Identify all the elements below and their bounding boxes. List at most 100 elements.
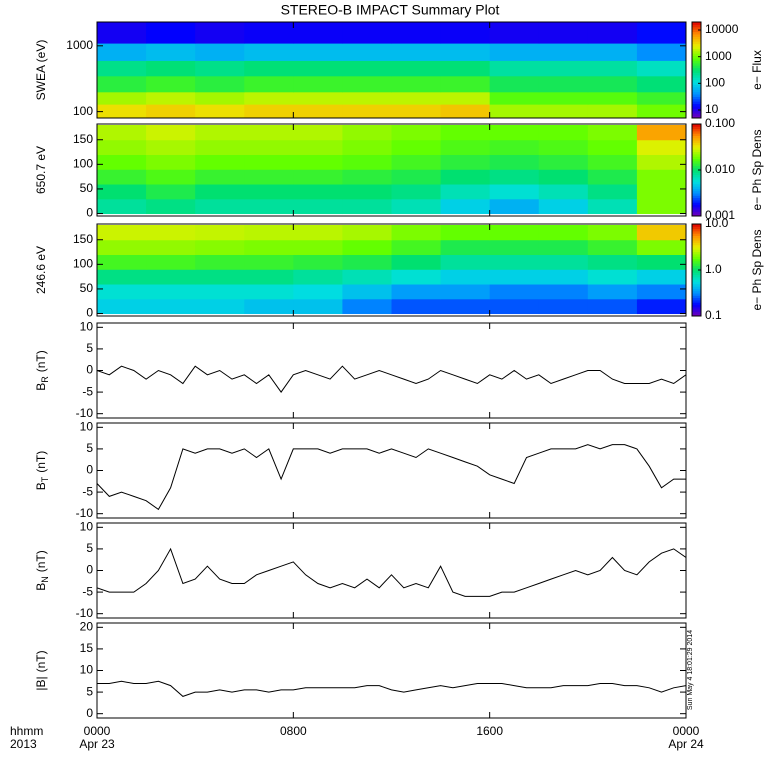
colorbar-swatch — [692, 24, 701, 28]
heat-cell — [97, 154, 147, 170]
panel-frame — [96, 123, 687, 217]
heat-cell — [538, 184, 589, 200]
heat-cell — [636, 269, 686, 285]
heat-cell — [244, 22, 294, 44]
colorbar-swatch — [692, 279, 701, 282]
colorbar-swatch — [692, 144, 701, 148]
heat-cell — [489, 154, 540, 170]
y-tick-label: -5 — [82, 584, 93, 598]
heat-cell — [587, 169, 638, 185]
heat-cell — [391, 75, 442, 93]
heat-cell — [293, 184, 343, 200]
colorbar-swatch — [692, 46, 701, 49]
heat-cell — [440, 239, 491, 256]
heat-cell — [146, 224, 196, 241]
heat-cell — [244, 224, 294, 241]
colorbar-swatch — [692, 251, 701, 255]
colorbar-swatch — [692, 48, 701, 52]
heat-cell — [489, 254, 540, 270]
colorbar-swatch — [692, 130, 701, 134]
chart-title: STEREO-B IMPACT Summary Plot — [281, 2, 500, 18]
heat-cell — [391, 43, 442, 61]
heat-cell — [587, 224, 638, 241]
colorbar-swatch — [692, 36, 701, 40]
x-date-label: Apr 24 — [668, 737, 704, 751]
heat-cell — [538, 104, 589, 118]
heat-cell — [489, 198, 540, 215]
heat-cell — [342, 60, 392, 77]
x-tick-label: 0000 — [84, 724, 111, 738]
colorbar-tick-label: 0.010 — [705, 162, 735, 176]
colorbar-swatch — [692, 108, 701, 112]
heat-cell — [97, 198, 147, 215]
heat-cell — [489, 22, 540, 44]
heat-cell — [146, 254, 196, 270]
heat-cell — [587, 298, 638, 315]
heat-cell — [293, 104, 343, 118]
heat-cell — [636, 43, 686, 61]
heat-cell — [587, 184, 638, 200]
heat-cell — [293, 298, 343, 315]
colorbar-swatch — [692, 290, 701, 294]
heat-cell — [146, 184, 196, 200]
colorbar-swatch — [692, 55, 701, 59]
heat-cell — [391, 154, 442, 170]
heat-cell — [195, 254, 245, 270]
colorbar-swatch — [692, 53, 701, 57]
colorbar-swatch — [692, 38, 701, 42]
heat-cell — [244, 43, 294, 61]
y-axis-label: BR (nT) — [34, 350, 50, 391]
heat-cell — [195, 91, 245, 105]
colorbar-swatch — [692, 235, 701, 239]
heat-cell — [244, 169, 294, 185]
heat-cell — [587, 75, 638, 93]
y-label-main: B — [34, 482, 48, 490]
heat-cell — [538, 75, 589, 93]
heat-cell — [587, 104, 638, 118]
heat-cell — [293, 91, 343, 105]
heat-cell — [489, 91, 540, 105]
y-label-unit: (nT) — [34, 350, 48, 372]
heat-cell — [587, 198, 638, 215]
heat-cell — [146, 198, 196, 215]
heat-cell — [195, 169, 245, 185]
x-tick-label: 1600 — [476, 724, 503, 738]
heat-cell — [489, 139, 540, 156]
heat-cell — [489, 124, 540, 141]
colorbar-swatch — [692, 149, 701, 153]
colorbar-swatch — [692, 124, 701, 127]
heat-cell — [391, 91, 442, 105]
heat-cell — [538, 239, 589, 256]
colorbar-swatch — [692, 103, 701, 107]
heat-cell — [244, 139, 294, 156]
heat-cell — [342, 298, 392, 315]
colorbar-swatch — [692, 115, 701, 119]
heat-cell — [97, 75, 147, 93]
y-tick-label: 0 — [86, 206, 93, 220]
heat-cell — [97, 91, 147, 105]
y-tick-label: 1000 — [66, 38, 93, 52]
heat-cell — [97, 22, 147, 44]
y-axis-label: BT (nT) — [34, 451, 50, 491]
y-label-unit: (nT) — [34, 650, 48, 672]
heat-cell — [391, 239, 442, 256]
heat-cell — [587, 43, 638, 61]
colorbar-swatch — [692, 41, 701, 45]
heat-cell — [636, 284, 686, 300]
heat-cell — [244, 239, 294, 256]
colorbar-swatch — [692, 195, 701, 199]
heat-cell — [244, 198, 294, 215]
heat-cell — [293, 139, 343, 156]
colorbar-swatch — [692, 183, 701, 187]
colorbar-swatch — [692, 174, 701, 178]
y-tick-label: -10 — [76, 406, 94, 420]
y-axis-label: 650.7 eV — [34, 146, 48, 194]
colorbar-swatch — [692, 62, 701, 66]
heat-cell — [97, 224, 147, 241]
colorbar-swatch — [692, 213, 701, 217]
panel-frame — [96, 422, 687, 519]
y-label-main: SWEA (eV) — [34, 40, 48, 101]
heat-cell — [293, 269, 343, 285]
heat-cell — [342, 104, 392, 118]
